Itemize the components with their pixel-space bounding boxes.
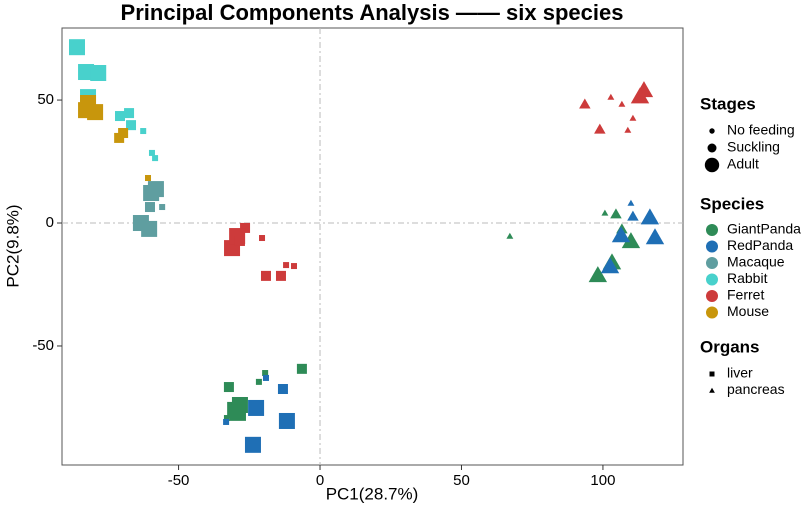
legend-symbol xyxy=(706,290,718,302)
data-point xyxy=(588,266,608,283)
legend-symbol xyxy=(706,257,718,269)
data-point xyxy=(630,87,650,104)
data-point xyxy=(255,378,262,385)
legend-symbol xyxy=(706,224,718,236)
legend-symbol xyxy=(706,240,718,253)
legend-label: pancreas xyxy=(727,381,785,397)
legend-symbol xyxy=(707,143,717,153)
x-tick-label: 0 xyxy=(316,472,324,489)
data-point xyxy=(618,100,626,107)
data-point xyxy=(610,208,622,219)
legend-title: Stages xyxy=(700,94,756,113)
data-point xyxy=(90,65,107,82)
data-point xyxy=(126,120,137,131)
y-tick-label: 0 xyxy=(46,214,54,231)
data-point xyxy=(148,149,155,156)
data-point xyxy=(611,226,631,243)
data-point xyxy=(283,262,290,269)
data-point xyxy=(152,155,159,162)
legend-symbol xyxy=(704,157,720,173)
legend-label: liver xyxy=(727,365,753,381)
legend-symbol xyxy=(709,387,715,393)
legend-label: RedPanda xyxy=(727,237,793,253)
data-point xyxy=(234,235,245,246)
data-point xyxy=(640,208,660,225)
data-point xyxy=(296,363,307,374)
x-tick-label: 50 xyxy=(453,472,470,489)
data-point xyxy=(260,270,271,281)
data-point xyxy=(645,228,665,245)
data-point xyxy=(159,204,166,211)
data-point xyxy=(262,374,269,381)
data-point xyxy=(275,270,286,281)
data-point xyxy=(624,126,632,133)
data-point xyxy=(124,108,135,119)
legend-title: Organs xyxy=(700,337,760,356)
data-point xyxy=(78,64,95,81)
data-point xyxy=(140,128,147,135)
legend-symbol xyxy=(706,306,718,319)
data-point xyxy=(143,185,160,202)
data-point xyxy=(262,370,269,377)
data-point xyxy=(68,39,85,56)
x-tick-label: -50 xyxy=(168,472,190,489)
chart-title: Principal Components Analysis —— six spe… xyxy=(121,0,624,25)
data-point xyxy=(621,232,641,249)
data-point xyxy=(244,436,261,453)
legend-label: Mouse xyxy=(727,303,769,319)
legend-label: No feeding xyxy=(727,122,795,138)
data-point xyxy=(145,175,152,182)
data-point xyxy=(579,98,591,109)
legend-label: Adult xyxy=(727,156,759,172)
data-point xyxy=(277,384,288,395)
data-point xyxy=(594,123,606,134)
data-point xyxy=(223,415,230,422)
legend-title: Species xyxy=(700,194,764,213)
data-point xyxy=(601,209,609,216)
data-point xyxy=(607,93,615,100)
data-point xyxy=(223,382,234,393)
data-point xyxy=(290,263,297,270)
data-point xyxy=(600,257,620,274)
data-point xyxy=(259,235,266,242)
data-point xyxy=(144,202,155,213)
legend-label: Rabbit xyxy=(727,270,768,286)
data-point xyxy=(506,232,514,239)
data-point xyxy=(114,111,125,122)
plot-border xyxy=(61,27,684,466)
legend-label: Macaque xyxy=(727,254,785,270)
y-tick-label: 50 xyxy=(37,91,54,108)
data-point xyxy=(118,128,129,139)
data-point xyxy=(629,114,637,121)
legend-label: Ferret xyxy=(727,287,764,303)
legend-symbol xyxy=(709,128,715,134)
x-tick-label: 100 xyxy=(590,472,615,489)
data-point xyxy=(248,399,265,416)
data-point xyxy=(78,102,95,119)
data-point xyxy=(141,220,158,237)
legend-label: Suckling xyxy=(727,139,780,155)
data-point xyxy=(627,210,639,221)
x-axis-title: PC1(28.7%) xyxy=(326,484,419,503)
data-point xyxy=(278,412,295,429)
data-point xyxy=(627,199,635,206)
legend-symbol xyxy=(709,371,715,377)
data-point xyxy=(223,418,230,425)
y-axis-title: PC2(9.8%) xyxy=(3,204,22,287)
legend-symbol xyxy=(706,273,718,286)
data-point xyxy=(240,222,251,233)
data-point xyxy=(229,404,246,421)
legend-label: GiantPanda xyxy=(727,221,801,237)
y-tick-label: -50 xyxy=(32,337,54,354)
